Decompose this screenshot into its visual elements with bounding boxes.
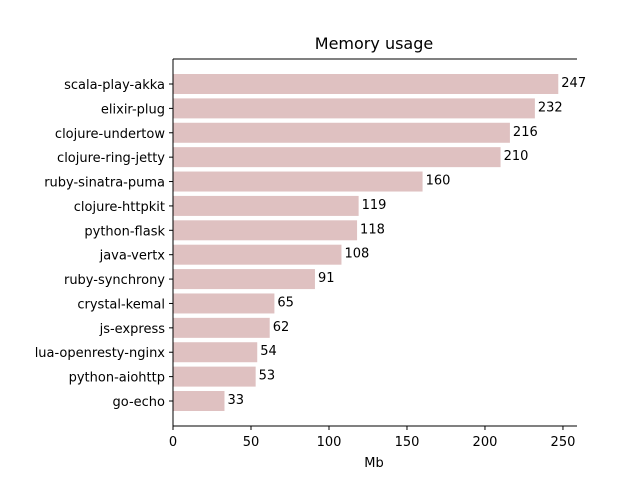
x-tick-label-100: 100 bbox=[317, 435, 342, 450]
y-tick-label-java-vertx: java-vertx bbox=[99, 249, 166, 264]
y-tick-labels-group: scala-play-akka elixir-plug clojure-undert… bbox=[35, 78, 173, 410]
chart-title: Memory usage bbox=[315, 34, 433, 53]
data-label-python-aiohttp: 53 bbox=[259, 369, 276, 384]
data-label-go-echo: 33 bbox=[227, 393, 244, 408]
y-tick-label-clojure-undertow: clojure-undertow bbox=[55, 127, 165, 142]
data-label-elixir-plug: 232 bbox=[538, 100, 563, 115]
y-tick-label-python-flask: python-flask bbox=[84, 224, 165, 239]
data-label-python-flask: 118 bbox=[360, 222, 385, 237]
bar-scala-play-akka bbox=[173, 74, 559, 94]
data-label-clojure-ring-jetty: 210 bbox=[504, 149, 529, 164]
data-label-clojure-undertow: 216 bbox=[513, 125, 538, 140]
bar-crystal-kemal bbox=[173, 293, 275, 314]
y-tick-label-clojure-httpkit: clojure-httpkit bbox=[74, 200, 165, 215]
y-tick-label-lua-openresty-nginx: lua-openresty-nginx bbox=[35, 346, 166, 361]
x-tick-label-150: 150 bbox=[395, 435, 420, 450]
data-label-lua-openresty-nginx: 54 bbox=[260, 344, 277, 359]
y-tick-label-js-express: js-express bbox=[99, 322, 166, 337]
bar-lua-openresty-nginx bbox=[173, 342, 258, 363]
x-tick-label-50: 50 bbox=[243, 435, 260, 450]
x-axis-group: 0 50 100 150 200 250 bbox=[169, 426, 576, 450]
bar-clojure-httpkit bbox=[173, 195, 359, 216]
bar-ruby-sinatra-puma bbox=[173, 171, 423, 192]
y-tick-label-ruby-synchrony: ruby-synchrony bbox=[64, 273, 165, 288]
bar-clojure-ring-jetty bbox=[173, 147, 501, 168]
bar-python-flask bbox=[173, 220, 358, 241]
bar-clojure-undertow bbox=[173, 122, 510, 143]
x-tick-label-250: 250 bbox=[551, 435, 576, 450]
x-tick-label-200: 200 bbox=[473, 435, 498, 450]
y-tick-label-ruby-sinatra-puma: ruby-sinatra-puma bbox=[44, 176, 165, 191]
bar-elixir-plug bbox=[173, 98, 535, 119]
bar-python-aiohttp bbox=[173, 366, 256, 387]
data-label-ruby-sinatra-puma: 160 bbox=[426, 174, 451, 189]
bar-ruby-synchrony bbox=[173, 269, 315, 290]
y-tick-label-elixir-plug: elixir-plug bbox=[101, 102, 165, 117]
y-tick-label-python-aiohttp: python-aiohttp bbox=[69, 371, 165, 386]
y-tick-label-clojure-ring-jetty: clojure-ring-jetty bbox=[57, 151, 165, 166]
data-label-scala-play-akka: 247 bbox=[561, 76, 586, 91]
data-label-crystal-kemal: 65 bbox=[277, 295, 294, 310]
y-tick-label-scala-play-akka: scala-play-akka bbox=[64, 78, 165, 93]
data-label-ruby-synchrony: 91 bbox=[318, 271, 335, 286]
data-label-java-vertx: 108 bbox=[344, 247, 369, 262]
y-tick-label-crystal-kemal: crystal-kemal bbox=[77, 297, 165, 312]
x-axis-label: Mb bbox=[364, 456, 383, 471]
data-label-js-express: 62 bbox=[273, 320, 290, 335]
bar-js-express bbox=[173, 317, 270, 338]
data-label-clojure-httpkit: 119 bbox=[362, 198, 387, 213]
x-tick-label-0: 0 bbox=[169, 435, 177, 450]
y-tick-label-go-echo: go-echo bbox=[113, 395, 166, 410]
bar-java-vertx bbox=[173, 244, 342, 265]
bar-go-echo bbox=[173, 391, 225, 411]
bars-group bbox=[173, 74, 559, 411]
